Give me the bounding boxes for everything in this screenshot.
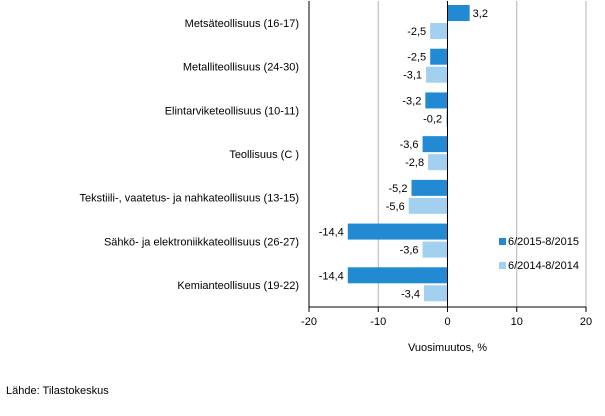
legend-swatch	[499, 262, 506, 269]
legend-label: 6/2015-8/2015	[508, 236, 579, 248]
data-label: -0,2	[423, 113, 442, 125]
data-label: -3,6	[400, 139, 419, 151]
category-label: Teollisuus (C )	[229, 149, 299, 161]
x-axis-title: Vuosimuutos, %	[408, 342, 487, 354]
legend-label: 6/2014-8/2014	[508, 260, 579, 272]
bar	[347, 267, 448, 284]
bar	[428, 154, 448, 171]
x-tick-label: 20	[580, 316, 592, 328]
legend-swatch	[499, 238, 506, 245]
x-tick-label: 0	[444, 316, 450, 328]
bar	[422, 136, 448, 153]
data-label: -3,4	[401, 288, 420, 300]
bar	[447, 5, 470, 21]
bar	[426, 66, 448, 83]
data-label: -3,6	[400, 245, 419, 257]
x-tick-label: 10	[511, 316, 523, 328]
data-label: 3,2	[473, 8, 488, 20]
data-label: -2,5	[407, 26, 426, 38]
category-label: Metalliteollisuus (24-30)	[183, 62, 299, 74]
x-tick-label: -10	[370, 316, 386, 328]
bar	[411, 179, 448, 196]
category-label: Tekstiili-, vaatetus- ja nahkateollisuus…	[80, 193, 300, 205]
data-label: -3,1	[403, 70, 422, 82]
data-label: -3,2	[402, 95, 421, 107]
bar	[430, 48, 448, 65]
bar	[422, 241, 448, 258]
data-label: -2,8	[405, 157, 424, 169]
bar	[430, 23, 448, 39]
category-label: Sähkö- ja elektroniikkateollisuus (26-27…	[104, 236, 299, 248]
category-label: Metsäteollisuus (16-17)	[185, 18, 299, 30]
data-label: -5,2	[389, 183, 408, 195]
data-label: -2,5	[407, 52, 426, 64]
source-note: Lähde: Tilastokeskus	[6, 385, 109, 397]
category-label: Elintarviketeollisuus (10-11)	[165, 105, 299, 117]
bar	[423, 285, 448, 302]
data-label: -14,4	[319, 270, 344, 282]
bar	[347, 223, 448, 240]
data-label: -14,4	[319, 227, 344, 239]
bar	[446, 110, 448, 127]
bar	[425, 92, 448, 109]
data-label: -5,6	[386, 201, 405, 213]
x-tick-label: -20	[301, 316, 317, 328]
bar	[408, 197, 448, 214]
category-label: Kemianteollisuus (19-22)	[177, 280, 299, 292]
